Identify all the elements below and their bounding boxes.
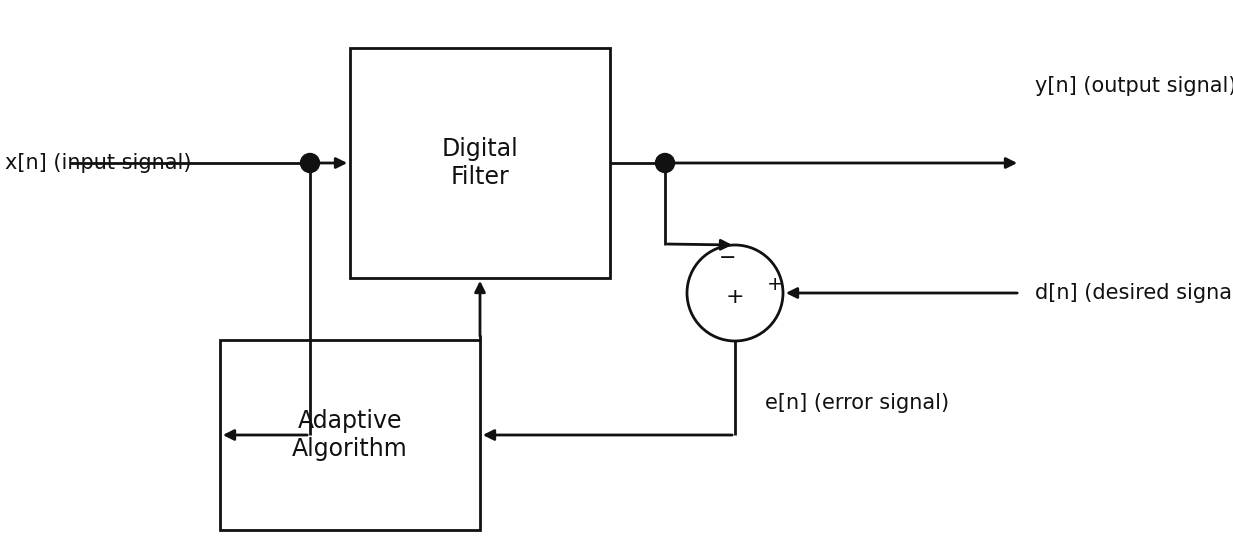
- Text: x[n] (input signal): x[n] (input signal): [5, 153, 191, 173]
- Bar: [219, 340, 480, 530]
- Text: Adaptive
Algorithm: Adaptive Algorithm: [292, 409, 408, 461]
- Text: d[n] (desired signal): d[n] (desired signal): [1034, 283, 1233, 303]
- Circle shape: [656, 153, 674, 172]
- Bar: [350, 48, 610, 278]
- Text: y[n] (output signal): y[n] (output signal): [1034, 76, 1233, 96]
- Text: Digital
Filter: Digital Filter: [441, 137, 518, 189]
- Text: −: −: [719, 248, 737, 268]
- Ellipse shape: [687, 245, 783, 341]
- Text: e[n] (error signal): e[n] (error signal): [764, 393, 949, 413]
- Circle shape: [301, 153, 319, 172]
- Text: +: +: [767, 276, 783, 295]
- Text: +: +: [726, 287, 745, 307]
